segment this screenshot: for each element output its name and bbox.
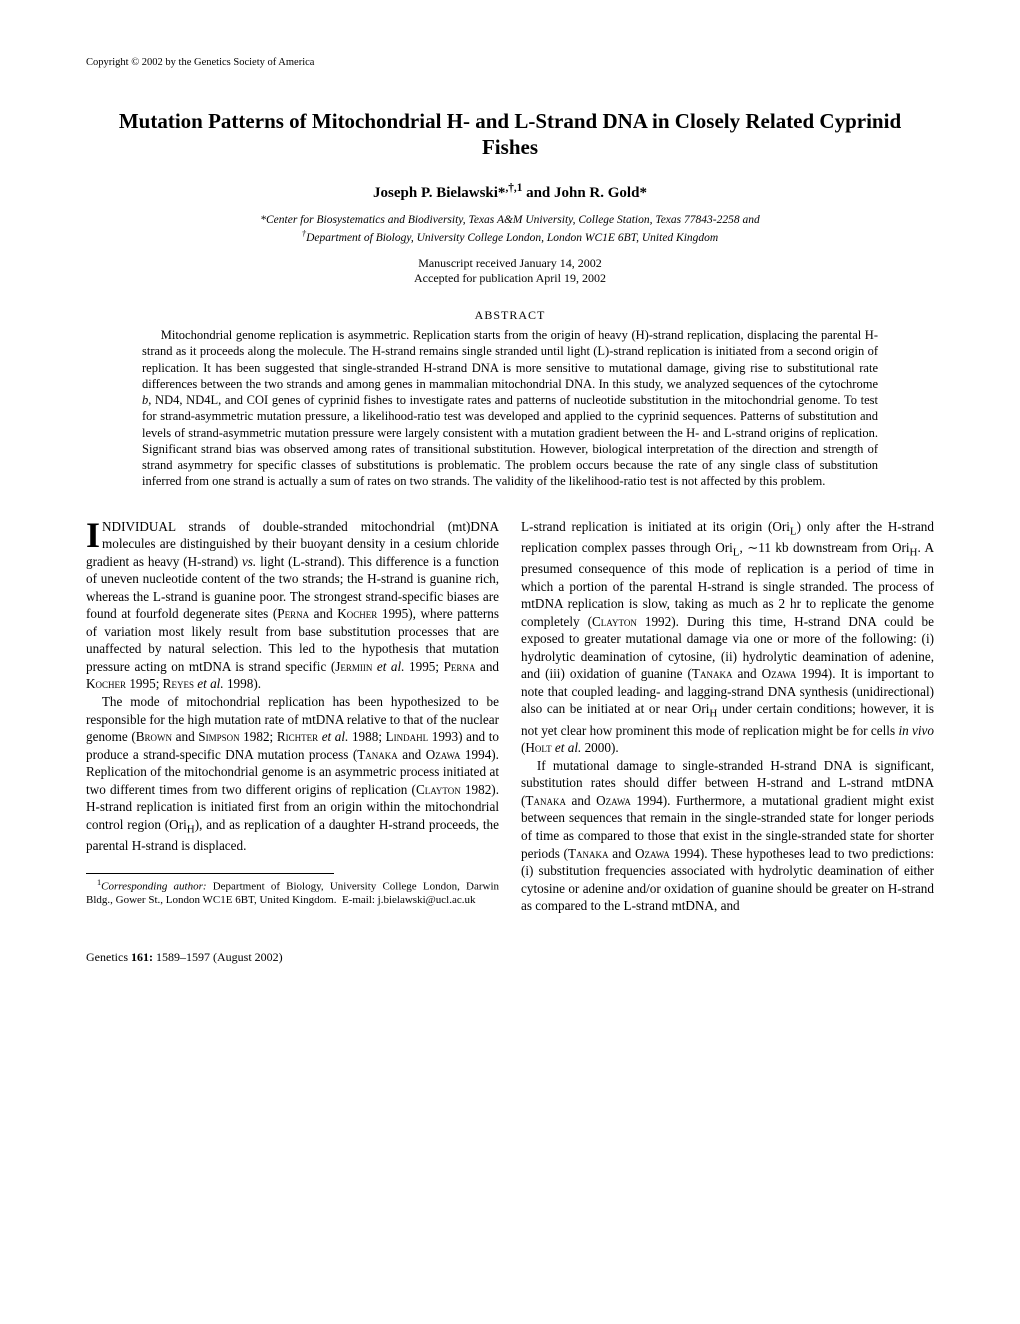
manuscript-dates: Manuscript received January 14, 2002 Acc… — [86, 256, 934, 287]
body-paragraph-3: L-strand replication is initiated at its… — [521, 518, 934, 757]
authors-line: Joseph P. Bielawski*,†,1 and John R. Gol… — [86, 181, 934, 203]
left-column: INDIVIDUAL strands of double-stranded mi… — [86, 518, 499, 915]
article-title: Mutation Patterns of Mitochondrial H- an… — [116, 108, 904, 161]
accepted-date: Accepted for publication April 19, 2002 — [414, 271, 606, 285]
body-paragraph-2: The mode of mitochondrial replication ha… — [86, 693, 499, 855]
footnote-rule — [86, 873, 334, 874]
affiliations: *Center for Biosystematics and Biodivers… — [156, 213, 864, 246]
right-column: L-strand replication is initiated at its… — [521, 518, 934, 915]
received-date: Manuscript received January 14, 2002 — [418, 256, 602, 270]
abstract-heading: ABSTRACT — [86, 307, 934, 323]
dropcap-letter: I — [86, 518, 102, 550]
body-paragraph-4: If mutational damage to single-stranded … — [521, 757, 934, 915]
body-paragraph-1: INDIVIDUAL strands of double-stranded mi… — [86, 518, 499, 693]
body-columns: INDIVIDUAL strands of double-stranded mi… — [86, 518, 934, 915]
abstract-body: Mitochondrial genome replication is asym… — [142, 327, 878, 490]
page-footer: Genetics 161: 1589–1597 (August 2002) — [86, 949, 934, 965]
corresponding-author-footnote: 1Corresponding author: Department of Bio… — [86, 878, 499, 908]
copyright-line: Copyright © 2002 by the Genetics Society… — [86, 56, 934, 70]
